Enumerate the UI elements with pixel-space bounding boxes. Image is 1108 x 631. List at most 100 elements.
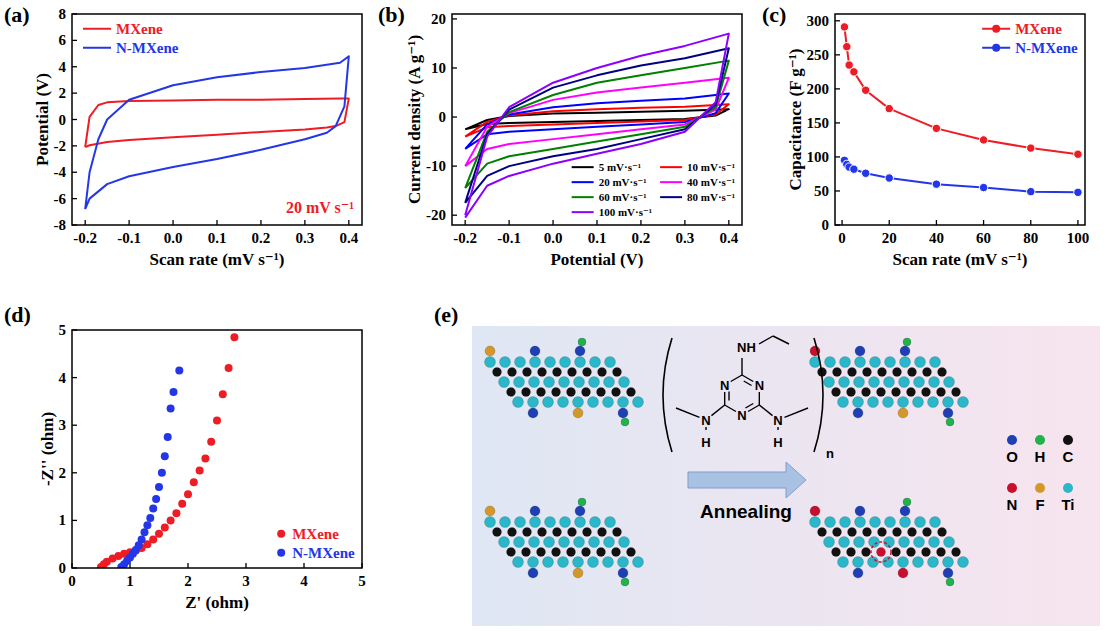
- series-line: [844, 160, 1077, 192]
- bond: [711, 405, 724, 416]
- plot-frame: [72, 330, 362, 568]
- y-axis-title: Current density (A g⁻¹): [405, 35, 424, 204]
- x-tick-label: 40: [929, 230, 944, 246]
- highlight: [871, 542, 891, 562]
- atom: [899, 377, 910, 388]
- atom: [567, 548, 576, 557]
- data-point: [175, 366, 183, 374]
- data-point: [164, 433, 172, 441]
- atom: [937, 548, 946, 557]
- data-point: [167, 516, 175, 524]
- arrow: [688, 462, 806, 498]
- legend-dot: [1063, 435, 1073, 445]
- data-point: [155, 530, 163, 538]
- atom: [869, 537, 880, 548]
- data-point: [1027, 187, 1035, 195]
- atom: [618, 408, 628, 418]
- x-tick-label: 0.0: [164, 230, 183, 246]
- x-tick-label: 0.4: [719, 230, 738, 246]
- atom: [588, 397, 599, 408]
- y-tick-label: 300: [807, 13, 830, 29]
- x-axis-title: Scan rate (mV s⁻¹): [149, 250, 284, 269]
- annotation: 20 mV s⁻¹: [286, 199, 354, 216]
- atom: [537, 388, 546, 397]
- atom: [898, 408, 908, 418]
- legend-swatch: [572, 196, 594, 198]
- panel-label: (a): [4, 2, 30, 27]
- atom: [529, 537, 540, 548]
- bond: [759, 336, 773, 344]
- chart-panel: (d)012345012345Z' (ohm)-Z'' (ohm)MXeneN-…: [4, 302, 366, 612]
- plot-data: [85, 56, 349, 209]
- bond: [741, 358, 742, 375]
- atom: [574, 377, 585, 388]
- data-point: [167, 405, 175, 413]
- legend-swatch: [660, 166, 682, 168]
- legend-dot: [1063, 483, 1073, 493]
- atom-label: H: [701, 435, 710, 450]
- atom: [485, 346, 495, 356]
- x-tick-label: -0.1: [117, 230, 141, 246]
- atom: [514, 537, 525, 548]
- y-axis-title: Capacitance (F g⁻¹): [786, 49, 805, 191]
- data-point: [161, 524, 169, 532]
- data-point: [1074, 188, 1082, 196]
- atom: [839, 377, 850, 388]
- atom: [583, 368, 592, 377]
- y-tick-label: -4: [54, 164, 67, 180]
- atom: [578, 498, 586, 506]
- atom: [552, 548, 561, 557]
- atom: [598, 528, 607, 537]
- x-tick-label: 0.2: [632, 230, 651, 246]
- x-tick-label: 0: [68, 573, 76, 589]
- atom: [898, 397, 909, 408]
- atom: [922, 548, 931, 557]
- y-tick-label: 100: [807, 149, 830, 165]
- atom: [485, 357, 496, 368]
- legend-item: 80 mV·s⁻¹: [660, 191, 735, 203]
- atom: [575, 346, 585, 356]
- atom: [914, 537, 925, 548]
- mxene-slab: [810, 338, 969, 426]
- data-point: [885, 104, 893, 112]
- atom: [892, 388, 901, 397]
- atom: [513, 557, 524, 568]
- atom: [530, 517, 541, 528]
- legend-dot: [1007, 435, 1017, 445]
- data-point: [932, 124, 940, 132]
- atom: [618, 397, 629, 408]
- legend-item: 100 mV·s⁻¹: [572, 206, 652, 218]
- atom: [825, 357, 836, 368]
- atom: [938, 368, 947, 377]
- atom: [870, 357, 881, 368]
- atom: [898, 557, 909, 568]
- data-point: [850, 165, 858, 173]
- legend-marker: [992, 25, 1000, 33]
- data-point: [141, 528, 149, 536]
- atom: [930, 357, 941, 368]
- atom: [528, 397, 539, 408]
- data-point: [979, 136, 987, 144]
- legend: MXeneN-MXene: [982, 21, 1078, 56]
- atom: [840, 357, 851, 368]
- atom: [573, 557, 584, 568]
- atom: [538, 528, 547, 537]
- atom: [824, 537, 835, 548]
- atom: [855, 357, 866, 368]
- atom: [943, 557, 954, 568]
- atom: [870, 517, 881, 528]
- y-tick-label: 250: [807, 47, 830, 63]
- atom: [832, 548, 841, 557]
- atom: [900, 506, 910, 516]
- legend-item: 40 mV·s⁻¹: [660, 176, 735, 188]
- x-tick-label: -0.1: [497, 230, 521, 246]
- atom: [545, 517, 556, 528]
- chart-panel: (b)-0.2-0.10.00.10.20.30.4-20-1001020Pot…: [378, 2, 742, 269]
- atom: [627, 388, 636, 397]
- atom: [583, 528, 592, 537]
- atom: [929, 377, 940, 388]
- data-point: [152, 495, 160, 503]
- atom: [922, 388, 931, 397]
- data-point: [184, 490, 192, 498]
- atom: [883, 397, 894, 408]
